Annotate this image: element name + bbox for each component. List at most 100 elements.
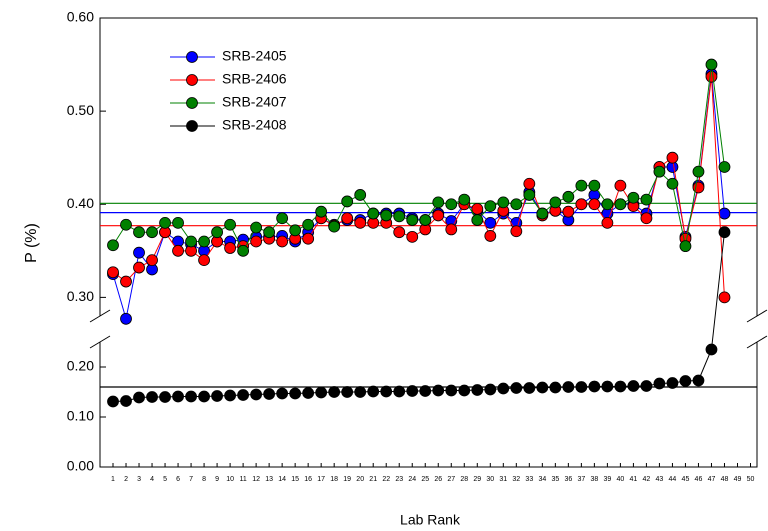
data-point <box>250 235 263 248</box>
data-point <box>341 195 354 208</box>
data-point <box>120 395 132 407</box>
x-tick-label: 1 <box>111 476 115 483</box>
data-point <box>146 226 158 239</box>
data-point <box>432 196 445 209</box>
data-point <box>406 214 419 226</box>
data-point <box>107 239 119 252</box>
data-point <box>224 242 236 254</box>
data-point <box>666 377 679 389</box>
data-point <box>419 214 432 226</box>
legend-label: SRB-2406 <box>222 71 287 87</box>
data-point <box>146 254 158 267</box>
x-tick-label: 50 <box>747 476 755 483</box>
data-point <box>653 377 666 390</box>
data-point <box>133 246 145 259</box>
data-point <box>198 390 210 403</box>
x-tick-label: 18 <box>330 476 338 483</box>
x-tick-label: 39 <box>603 476 611 483</box>
data-point <box>510 225 523 238</box>
data-point <box>445 384 458 397</box>
x-tick-label: 13 <box>265 476 273 483</box>
x-tick-label: 20 <box>356 476 364 483</box>
x-tick-label: 22 <box>382 476 390 483</box>
x-tick-label: 37 <box>577 476 585 483</box>
data-point <box>718 226 731 239</box>
y-axis-label: P (%) <box>23 223 40 263</box>
data-point <box>172 244 184 257</box>
data-point <box>185 390 197 403</box>
y-tick-label: 0.60 <box>67 9 94 25</box>
x-tick-label: 46 <box>695 476 703 483</box>
data-point <box>354 386 367 398</box>
data-point <box>588 380 601 393</box>
data-point <box>679 240 692 253</box>
data-point <box>497 382 510 395</box>
x-tick-label: 34 <box>538 476 546 483</box>
data-point <box>224 218 236 231</box>
axis-break <box>89 335 111 349</box>
data-point <box>159 216 171 229</box>
data-point <box>432 384 445 397</box>
data-point <box>133 391 145 404</box>
data-point <box>705 70 718 83</box>
x-tick-label: 27 <box>447 476 455 483</box>
data-point <box>289 224 302 237</box>
x-tick-label: 30 <box>486 476 494 483</box>
data-point <box>354 189 367 201</box>
x-tick-label: 42 <box>643 476 651 483</box>
data-point <box>718 161 731 173</box>
data-point <box>198 254 210 267</box>
axis-frame <box>99 17 758 468</box>
x-tick-label: 47 <box>708 476 716 483</box>
y-tick-label: 0.20 <box>67 358 94 374</box>
legend-label: SRB-2407 <box>222 94 287 110</box>
data-point <box>328 220 341 233</box>
x-tick-label: 36 <box>564 476 572 483</box>
x-tick-label: 24 <box>408 476 416 483</box>
data-point <box>185 235 197 248</box>
data-point <box>653 165 666 178</box>
data-point <box>237 244 250 257</box>
data-point <box>692 374 705 387</box>
data-point <box>640 212 653 225</box>
x-tick-label: 11 <box>239 476 246 483</box>
data-point <box>380 385 393 398</box>
data-point <box>601 216 614 229</box>
data-point <box>120 312 132 325</box>
data-point <box>172 216 184 229</box>
data-point <box>510 382 523 394</box>
y-tick-label: 0.50 <box>67 102 94 118</box>
data-point <box>575 198 588 211</box>
data-point <box>484 383 497 396</box>
data-point <box>549 196 562 209</box>
data-point <box>159 391 171 403</box>
data-point <box>276 212 289 225</box>
legend-marker <box>186 120 198 132</box>
axis-break <box>746 309 768 323</box>
data-point <box>107 395 119 408</box>
data-point <box>302 387 315 399</box>
data-point <box>250 388 263 401</box>
data-point <box>536 381 549 394</box>
data-point <box>679 375 692 387</box>
data-point <box>549 381 562 394</box>
data-point <box>250 221 263 234</box>
data-point <box>224 389 236 402</box>
x-tick-label: 45 <box>682 476 690 483</box>
data-point <box>458 193 471 206</box>
data-point <box>107 266 119 279</box>
data-point <box>588 179 601 192</box>
data-point <box>575 381 588 393</box>
data-point <box>562 190 575 203</box>
data-point <box>705 58 718 71</box>
x-tick-label: 49 <box>734 476 742 483</box>
data-point <box>588 198 601 211</box>
data-point <box>705 343 718 356</box>
y-tick-label: 0.30 <box>67 288 94 304</box>
data-point <box>367 207 380 220</box>
data-point <box>445 223 458 236</box>
data-point <box>146 391 158 403</box>
data-point <box>523 177 536 190</box>
x-tick-label: 41 <box>630 476 638 483</box>
data-point <box>614 179 627 192</box>
